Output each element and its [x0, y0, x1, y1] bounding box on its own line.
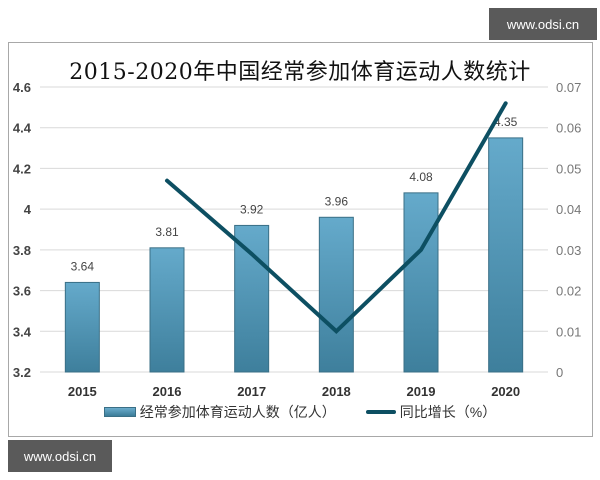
x-axis-tick: 2018 [322, 384, 351, 399]
left-axis-tick: 3.8 [13, 243, 31, 258]
right-axis-tick: 0.03 [556, 243, 581, 258]
watermark-top: www.odsi.cn [489, 8, 597, 40]
bar-data-label: 3.81 [155, 225, 179, 239]
x-axis-tick: 2016 [153, 384, 182, 399]
bar-data-label: 4.08 [409, 170, 433, 184]
bar-data-label: 3.92 [240, 202, 264, 216]
left-axis-tick: 3.6 [13, 284, 31, 299]
x-axis-tick: 2020 [491, 384, 520, 399]
legend-line-label: 同比增长（%） [399, 404, 497, 420]
left-axis-tick: 3.2 [13, 365, 31, 380]
legend-bar-label: 经常参加体育运动人数（亿人） [139, 404, 336, 420]
left-axis-tick: 4.4 [13, 121, 32, 136]
bar [318, 216, 354, 373]
growth-line [165, 101, 508, 335]
watermark-bottom: www.odsi.cn [8, 440, 112, 472]
right-axis-tick: 0.02 [556, 284, 581, 299]
left-axis-tick: 4.2 [13, 161, 31, 176]
right-axis-tick: 0 [556, 365, 563, 380]
bar-data-label: 3.96 [325, 194, 349, 208]
bar-swatch-icon [103, 407, 136, 417]
bar [234, 224, 270, 373]
right-axis-tick: 0.04 [556, 202, 581, 217]
legend-item-line: 同比增长（%） [365, 402, 497, 422]
x-axis-tick: 2017 [237, 384, 266, 399]
right-axis-tick: 0.01 [556, 324, 581, 339]
chart-legend: 经常参加体育运动人数（亿人） 同比增长（%） [0, 402, 600, 422]
left-axis-tick: 3.4 [13, 324, 32, 339]
bar [64, 281, 100, 373]
left-axis-tick: 4.6 [13, 80, 31, 95]
bar-data-label: 3.64 [71, 259, 95, 273]
line-swatch-icon [365, 410, 396, 414]
bar [488, 137, 524, 373]
chart-title: 2015-2020年中国经常参加体育运动人数统计 [69, 60, 531, 85]
bar [149, 247, 185, 373]
right-axis-tick: 0.06 [556, 121, 581, 136]
x-axis-tick: 2019 [407, 384, 436, 399]
left-axis-tick: 4 [24, 202, 32, 217]
legend-item-bar: 经常参加体育运动人数（亿人） [103, 402, 336, 422]
right-axis-tick: 0.05 [556, 161, 581, 176]
bar [403, 192, 439, 373]
bar-data-label: 4.35 [494, 115, 518, 129]
right-axis-tick: 0.07 [556, 80, 581, 95]
x-axis-tick: 2015 [68, 384, 97, 399]
